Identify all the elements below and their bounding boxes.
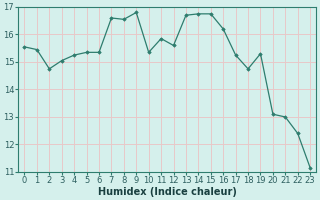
X-axis label: Humidex (Indice chaleur): Humidex (Indice chaleur) [98,187,237,197]
